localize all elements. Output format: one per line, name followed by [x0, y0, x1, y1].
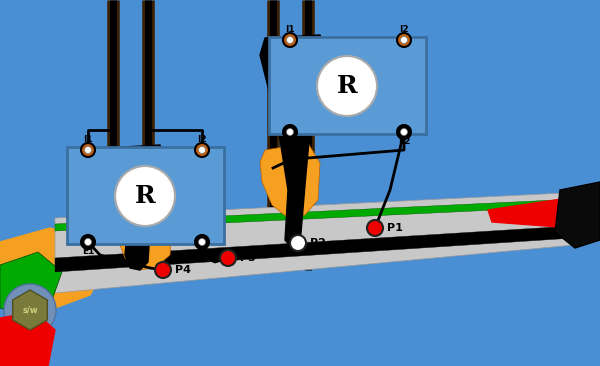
Polygon shape [55, 200, 558, 231]
Circle shape [4, 284, 56, 336]
Text: E2: E2 [398, 138, 410, 146]
Circle shape [199, 239, 205, 246]
Circle shape [195, 143, 209, 157]
Polygon shape [555, 182, 600, 248]
Text: I1: I1 [83, 135, 93, 145]
Circle shape [85, 146, 91, 153]
Circle shape [401, 128, 407, 135]
Circle shape [81, 235, 95, 249]
Circle shape [397, 125, 411, 139]
Circle shape [290, 235, 306, 251]
Text: P2: P2 [310, 238, 326, 248]
Polygon shape [0, 252, 62, 315]
Text: P3: P3 [240, 253, 256, 263]
Text: P1: P1 [387, 223, 403, 233]
Circle shape [401, 37, 407, 44]
Circle shape [155, 262, 171, 278]
Polygon shape [116, 205, 172, 270]
Text: P4: P4 [175, 265, 191, 275]
Circle shape [283, 125, 297, 139]
Text: R: R [134, 184, 155, 208]
Polygon shape [260, 35, 325, 248]
Text: I2: I2 [399, 26, 409, 34]
Circle shape [195, 235, 209, 249]
Circle shape [220, 250, 236, 266]
Circle shape [85, 239, 91, 246]
FancyBboxPatch shape [67, 147, 224, 244]
Circle shape [283, 33, 297, 47]
Circle shape [287, 128, 293, 135]
Polygon shape [55, 192, 585, 293]
Text: s/w: s/w [22, 306, 38, 314]
Circle shape [287, 37, 293, 44]
Text: E1: E1 [284, 138, 296, 146]
Circle shape [367, 220, 383, 236]
FancyBboxPatch shape [269, 37, 426, 134]
Text: E1: E1 [82, 247, 94, 257]
Polygon shape [13, 290, 47, 330]
Circle shape [397, 33, 411, 47]
Polygon shape [0, 228, 105, 308]
Polygon shape [488, 197, 575, 228]
Text: I2: I2 [197, 135, 207, 145]
Polygon shape [55, 226, 574, 272]
Text: R: R [337, 74, 358, 98]
Circle shape [115, 166, 175, 226]
Circle shape [317, 56, 377, 116]
Circle shape [81, 143, 95, 157]
Text: E2: E2 [196, 247, 208, 257]
Circle shape [199, 146, 205, 153]
Polygon shape [0, 312, 55, 366]
Text: I1: I1 [285, 26, 295, 34]
Polygon shape [100, 145, 165, 270]
Polygon shape [260, 143, 320, 218]
